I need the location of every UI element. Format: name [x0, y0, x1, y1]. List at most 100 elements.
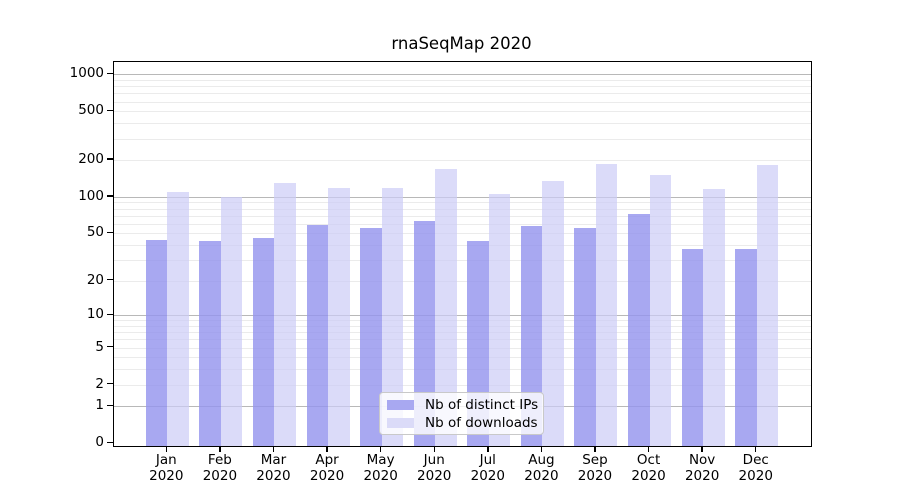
legend-label: Nb of downloads: [425, 414, 538, 431]
y-tick: [107, 195, 113, 197]
legend-row: Nb of downloads: [387, 414, 543, 431]
x-tick-year: 2020: [577, 468, 613, 484]
minor-gridline: [114, 369, 811, 371]
x-tick-month: Feb: [207, 452, 232, 468]
minor-gridline: [114, 339, 811, 341]
minor-gridline: [114, 347, 811, 349]
x-tick: [594, 446, 596, 452]
x-tick-month: Jun: [423, 452, 445, 468]
major-gridline: [114, 74, 811, 76]
x-tick-year: 2020: [470, 468, 505, 484]
minor-gridline: [114, 384, 811, 386]
minor-gridline: [114, 332, 811, 334]
bar-apr-downloads: [328, 187, 350, 446]
y-tick-label: 1: [95, 397, 104, 414]
x-tick: [379, 446, 382, 452]
x-tick: [272, 446, 275, 452]
x-tick-label: Aug 2020: [509, 452, 573, 484]
x-tick: [647, 446, 650, 452]
bar-may-downloads: [381, 187, 404, 446]
minor-gridline: [114, 101, 811, 103]
minor-gridline: [114, 123, 811, 125]
x-tick-month: Jan: [155, 452, 177, 468]
bar-jan-downloads: [167, 192, 189, 446]
minor-gridline: [114, 259, 811, 261]
x-tick-month: Jul: [479, 452, 496, 468]
minor-gridline: [114, 215, 811, 217]
y-tick-label: 20: [86, 271, 104, 288]
minor-gridline: [114, 245, 811, 247]
bar-jun-downloads: [435, 169, 457, 446]
x-tick-label: Jul 2020: [456, 452, 520, 484]
bar-apr-ips: [306, 224, 329, 446]
y-tick-label: 500: [78, 102, 104, 119]
bar-jul-downloads: [488, 193, 511, 446]
minor-gridline: [114, 79, 811, 81]
x-tick-label: Mar 2020: [241, 452, 305, 484]
minor-gridline: [114, 233, 811, 235]
bar-sep-ips: [574, 228, 596, 446]
x-tick-label: Dec 2020: [724, 452, 788, 484]
x-tick: [540, 446, 543, 452]
y-tick: [107, 72, 113, 75]
minor-gridline: [114, 93, 811, 95]
y-tick: [107, 404, 113, 407]
x-tick: [701, 446, 703, 452]
bar-dec-ips: [735, 249, 757, 446]
bar-may-ips: [360, 228, 382, 446]
minor-gridline: [114, 202, 811, 204]
bar-nov-ips: [681, 249, 704, 446]
x-tick: [433, 446, 435, 452]
bar-mar-downloads: [274, 182, 296, 446]
legend-swatch-ips: [387, 399, 414, 410]
x-tick-month: Sep: [582, 452, 608, 468]
y-tick-label: 200: [78, 151, 104, 168]
minor-gridline: [114, 138, 811, 140]
minor-gridline: [114, 357, 811, 359]
x-tick-month: Oct: [636, 452, 661, 468]
x-tick-month: Aug: [528, 452, 555, 468]
x-tick-month: Dec: [742, 452, 769, 468]
y-tick: [107, 109, 113, 111]
x-tick-year: 2020: [149, 468, 184, 484]
bar-jan-ips: [145, 240, 168, 446]
x-tick-label: Nov 2020: [670, 452, 734, 484]
x-tick: [755, 446, 757, 452]
bar-feb-ips: [199, 241, 221, 446]
chart-title: rnaSeqMap 2020: [391, 34, 532, 53]
y-tick: [107, 345, 113, 348]
major-gridline: [114, 196, 811, 198]
y-tick-label: 1000: [69, 65, 104, 82]
x-tick-year: 2020: [631, 468, 666, 484]
x-tick-year: 2020: [738, 468, 773, 484]
x-tick: [219, 446, 221, 452]
legend-swatch-downloads: [387, 417, 414, 428]
minor-gridline: [114, 320, 811, 322]
y-tick-label: 0: [95, 434, 104, 451]
bar-nov-downloads: [703, 189, 725, 446]
minor-gridline: [114, 111, 811, 113]
legend-label: Nb of distinct IPs: [425, 396, 539, 413]
x-tick-month: Nov: [688, 452, 716, 468]
y-tick-label: 50: [86, 224, 104, 241]
bar-feb-downloads: [220, 197, 243, 446]
minor-gridline: [114, 160, 811, 162]
x-tick-label: Jun 2020: [402, 452, 466, 484]
y-tick: [107, 231, 113, 234]
x-tick-month: Mar: [260, 452, 287, 468]
x-tick-year: 2020: [684, 468, 720, 484]
x-tick: [487, 446, 489, 452]
y-tick: [107, 158, 113, 160]
y-tick-label: 10: [86, 306, 104, 323]
x-tick-label: Oct 2020: [617, 452, 681, 484]
bar-sep-downloads: [595, 164, 618, 446]
bar-oct-ips: [628, 214, 650, 446]
minor-gridline: [114, 280, 811, 282]
x-tick: [326, 446, 328, 452]
bar-dec-downloads: [756, 165, 779, 446]
plot-area: [113, 61, 812, 447]
x-tick-year: 2020: [363, 468, 398, 484]
minor-gridline: [114, 223, 811, 225]
x-tick-month: Apr: [315, 452, 339, 468]
